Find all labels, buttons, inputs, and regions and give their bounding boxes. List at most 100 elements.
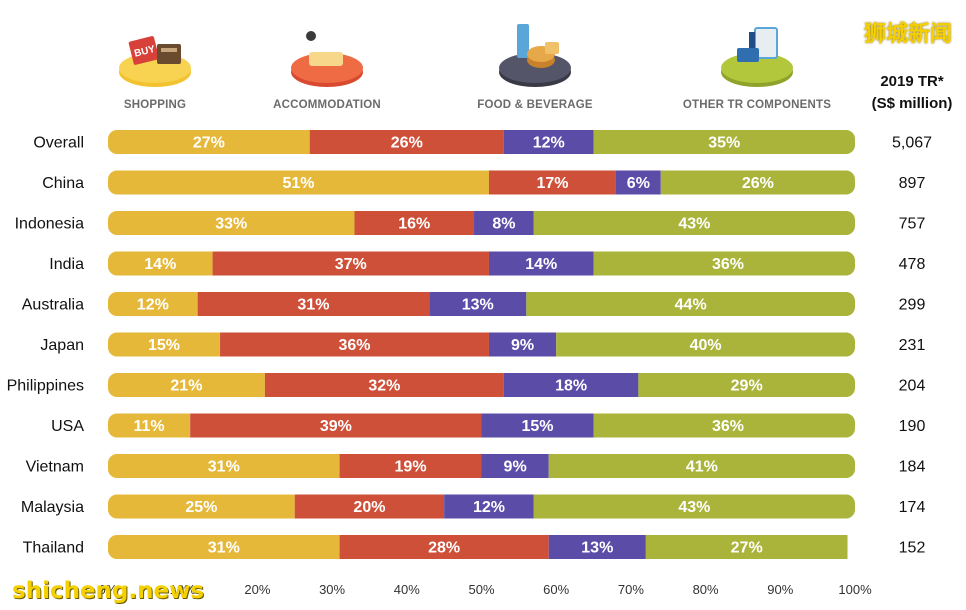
- bar-indonesia-other-tr-components: [533, 211, 855, 235]
- legend-label-other-tr: OTHER TR COMPONENTS: [683, 99, 831, 111]
- x-tick-2: 20%: [244, 582, 270, 597]
- bar-japan-food-beverage: [488, 332, 557, 357]
- category-label-indonesia: Indonesia: [15, 216, 84, 233]
- bar-indonesia-accommodation: [354, 211, 475, 235]
- tr-value-vietnam: 184: [899, 459, 926, 476]
- bar-india-shopping: [108, 251, 213, 276]
- bar-australia-shopping: [108, 292, 198, 316]
- bar-australia-food-beverage: [429, 292, 527, 316]
- bar-japan-other-tr-components: [556, 332, 855, 357]
- bar-india-food-beverage: [488, 251, 594, 276]
- bar-segments: [108, 454, 855, 478]
- data-label-china-other-tr-components: 26%: [742, 175, 774, 192]
- category-label-usa: USA: [51, 418, 84, 435]
- data-label-thailand-accommodation: 28%: [428, 540, 460, 557]
- x-tick-7: 70%: [618, 582, 644, 597]
- bar-japan-accommodation: [220, 332, 489, 357]
- tr-value-indonesia: 757: [899, 216, 926, 233]
- data-label-philippines-other-tr-components: 29%: [731, 378, 763, 395]
- x-tick-6: 60%: [543, 582, 569, 597]
- tr-header-line1: 2019 TR*: [880, 73, 944, 90]
- tr-header-line2: (S$ million): [872, 95, 953, 112]
- bar-philippines-shopping: [108, 373, 265, 397]
- data-label-australia-food-beverage: 13%: [462, 297, 494, 314]
- data-label-malaysia-shopping: 25%: [185, 499, 217, 516]
- x-tick-10: 100%: [838, 582, 872, 597]
- data-label-usa-accommodation: 39%: [320, 418, 352, 435]
- data-label-thailand-food-beverage: 13%: [581, 540, 613, 557]
- bar-row-malaysia: 25% 20% 12% 43% Malaysia 174: [21, 494, 926, 519]
- bar-malaysia-accommodation: [294, 494, 445, 519]
- bar-thailand-shopping: [108, 535, 340, 559]
- data-label-india-accommodation: 37%: [335, 256, 367, 273]
- category-label-thailand: Thailand: [23, 540, 84, 557]
- data-label-china-food-beverage: 6%: [627, 175, 650, 192]
- bar-thailand-accommodation: [339, 535, 549, 559]
- data-label-japan-shopping: 15%: [148, 337, 180, 354]
- bar-indonesia-food-beverage: [474, 211, 534, 235]
- bar-china-accommodation: [488, 170, 616, 195]
- food-beverage-icon: [499, 24, 571, 87]
- bar-usa-accommodation: [190, 413, 482, 438]
- bar-segments: [108, 211, 855, 235]
- bar-segments: [108, 332, 855, 357]
- data-label-vietnam-shopping: 31%: [208, 459, 240, 476]
- x-tick-3: 30%: [319, 582, 345, 597]
- bar-thailand-food-beverage: [548, 535, 646, 559]
- legend-label-food-beverage: FOOD & BEVERAGE: [477, 99, 593, 111]
- data-label-china-accommodation: 17%: [536, 175, 568, 192]
- category-label-australia: Australia: [22, 297, 84, 314]
- data-label-japan-accommodation: 36%: [338, 337, 370, 354]
- data-label-india-shopping: 14%: [144, 256, 176, 273]
- bar-row-australia: 12% 31% 13% 44% Australia 299: [22, 292, 925, 316]
- tr-value-malaysia: 174: [899, 499, 926, 516]
- category-label-malaysia: Malaysia: [21, 499, 84, 516]
- tr-value-thailand: 152: [899, 540, 926, 557]
- bar-australia-accommodation: [197, 292, 430, 316]
- data-label-overall-other-tr-components: 35%: [708, 135, 740, 152]
- data-label-overall-shopping: 27%: [193, 135, 225, 152]
- category-label-china: China: [42, 175, 84, 192]
- bar-china-shopping: [108, 170, 489, 195]
- bar-indonesia-shopping: [108, 211, 355, 235]
- x-tick-4: 40%: [394, 582, 420, 597]
- data-label-vietnam-accommodation: 19%: [395, 459, 427, 476]
- bar-overall-other-tr-components: [593, 130, 855, 154]
- other-tr-icon: [721, 27, 793, 87]
- data-label-indonesia-food-beverage: 8%: [492, 216, 515, 233]
- bar-china-food-beverage: [615, 170, 661, 195]
- bar-india-other-tr-components: [593, 251, 855, 276]
- bar-china-other-tr-components: [660, 170, 855, 195]
- bar-japan-shopping: [108, 332, 221, 357]
- legend-label-shopping: SHOPPING: [124, 99, 186, 111]
- bar-malaysia-food-beverage: [444, 494, 534, 519]
- bar-row-india: 14% 37% 14% 36% India 478: [49, 251, 925, 276]
- bar-row-overall: 27% 26% 12% 35% Overall 5,067: [33, 130, 932, 154]
- bar-overall-food-beverage: [503, 130, 594, 154]
- legend-label-accommodation: ACCOMMODATION: [273, 99, 381, 111]
- data-label-australia-shopping: 12%: [137, 297, 169, 314]
- bar-row-china: 51% 17% 6% 26% China 897: [42, 170, 925, 195]
- x-tick-5: 50%: [468, 582, 494, 597]
- data-label-vietnam-food-beverage: 9%: [504, 459, 527, 476]
- svg-text:BUY: BUY: [133, 44, 156, 60]
- bar-malaysia-other-tr-components: [533, 494, 855, 519]
- category-label-philippines: Philippines: [7, 378, 84, 395]
- bar-rows: 27% 26% 12% 35% Overall 5,067 51% 17% 6% 26% China…: [7, 130, 932, 559]
- bar-row-japan: 15% 36% 9% 40% Japan 231: [40, 332, 926, 357]
- bar-segments: [108, 130, 855, 154]
- tr-value-japan: 231: [899, 337, 926, 354]
- data-label-india-other-tr-components: 36%: [712, 256, 744, 273]
- data-label-india-food-beverage: 14%: [525, 256, 557, 273]
- bar-segments: [108, 494, 855, 519]
- bar-vietnam-shopping: [108, 454, 340, 478]
- data-label-australia-other-tr-components: 44%: [675, 297, 707, 314]
- watermark-top-right: 狮城新闻: [863, 22, 952, 47]
- data-label-indonesia-accommodation: 16%: [398, 216, 430, 233]
- bar-usa-food-beverage: [481, 413, 594, 438]
- bar-overall-shopping: [108, 130, 310, 154]
- bar-segments: [108, 413, 855, 438]
- shopping-icon: BUY: [119, 36, 191, 87]
- data-label-malaysia-accommodation: 20%: [353, 499, 385, 516]
